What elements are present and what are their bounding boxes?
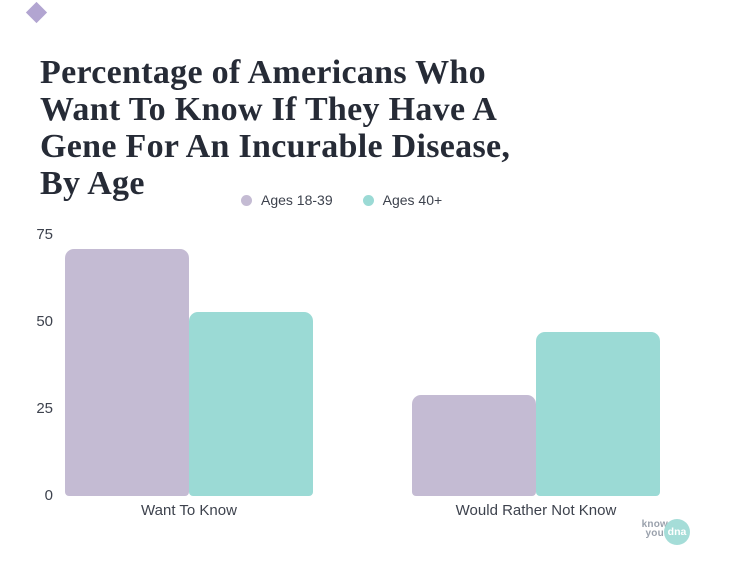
bar-group (65, 249, 313, 496)
bar (412, 395, 536, 496)
title-line: Want To Know If They Have A (40, 90, 498, 128)
legend-item: Ages 40+ (362, 192, 443, 208)
y-axis-tick-label: 0 (44, 487, 53, 504)
bar-group (412, 332, 660, 496)
title-line: Percentage of Americans Who (40, 53, 486, 91)
category-label: Would Rather Not Know (455, 502, 617, 519)
logo-dna-badge: dna (664, 519, 690, 545)
y-axis-tick-label: 25 (36, 400, 53, 417)
logo-badge-label: dna (667, 526, 687, 538)
title-line: Gene For An Incurable Disease, (40, 127, 511, 165)
category-label: Want To Know (141, 502, 237, 519)
y-axis-tick-label: 75 (36, 226, 53, 243)
title-line: By Age (40, 164, 145, 202)
bar (536, 332, 660, 496)
y-axis-tick-label: 50 (36, 313, 53, 330)
legend-label: Ages 40+ (382, 192, 443, 208)
bar (65, 249, 189, 496)
bar (189, 312, 313, 496)
logo-text-line1: know (641, 519, 668, 530)
legend: Ages 18-39 Ages 40+ (241, 192, 442, 208)
legend-swatch-icon (241, 194, 252, 206)
legend-label: Ages 18-39 (261, 192, 333, 208)
logo-text: know your (641, 519, 668, 539)
logo: know your dna (638, 517, 692, 547)
legend-swatch-icon (362, 194, 374, 206)
legend-item: Ages 18-39 (241, 192, 333, 208)
chart-title: Percentage of Americans Who Want To Know … (40, 54, 700, 202)
logo-text-line2: your (645, 528, 668, 539)
